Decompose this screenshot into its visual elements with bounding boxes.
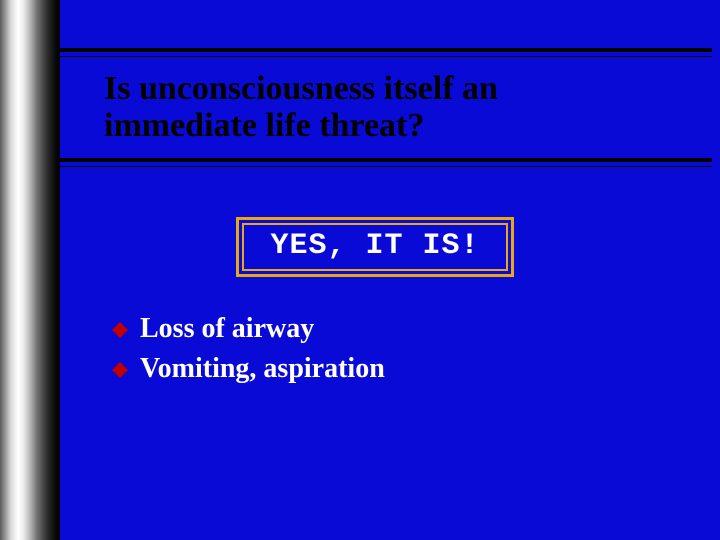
slide-title: Is unconsciousness itself an immediate l…: [104, 70, 720, 145]
callout-outer-border: YES, IT IS!: [236, 217, 513, 277]
diamond-bullet-icon: [112, 362, 128, 378]
bullet-text: Loss of airway: [140, 313, 314, 345]
callout-text: YES, IT IS!: [270, 229, 479, 263]
bullet-text: Vomiting, aspiration: [140, 353, 385, 385]
title-line-2: immediate life threat?: [104, 107, 424, 144]
top-rule-thick: [60, 48, 712, 52]
diamond-bullet-icon: [112, 322, 128, 338]
callout-inner-border: YES, IT IS!: [242, 223, 507, 271]
mid-rule-thin: [60, 166, 712, 167]
list-item: Loss of airway: [112, 313, 720, 345]
mid-rule-thick: [60, 158, 712, 162]
slide-content: Is unconsciousness itself an immediate l…: [60, 0, 720, 540]
bullet-list: Loss of airway Vomiting, aspiration: [60, 313, 720, 385]
side-gradient-bar: [0, 0, 60, 540]
callout-container: YES, IT IS!: [60, 217, 720, 277]
title-area: Is unconsciousness itself an immediate l…: [60, 0, 720, 159]
slide: Is unconsciousness itself an immediate l…: [0, 0, 720, 540]
list-item: Vomiting, aspiration: [112, 353, 720, 385]
title-line-1: Is unconsciousness itself an: [104, 70, 498, 107]
top-rule-thin: [60, 56, 712, 57]
